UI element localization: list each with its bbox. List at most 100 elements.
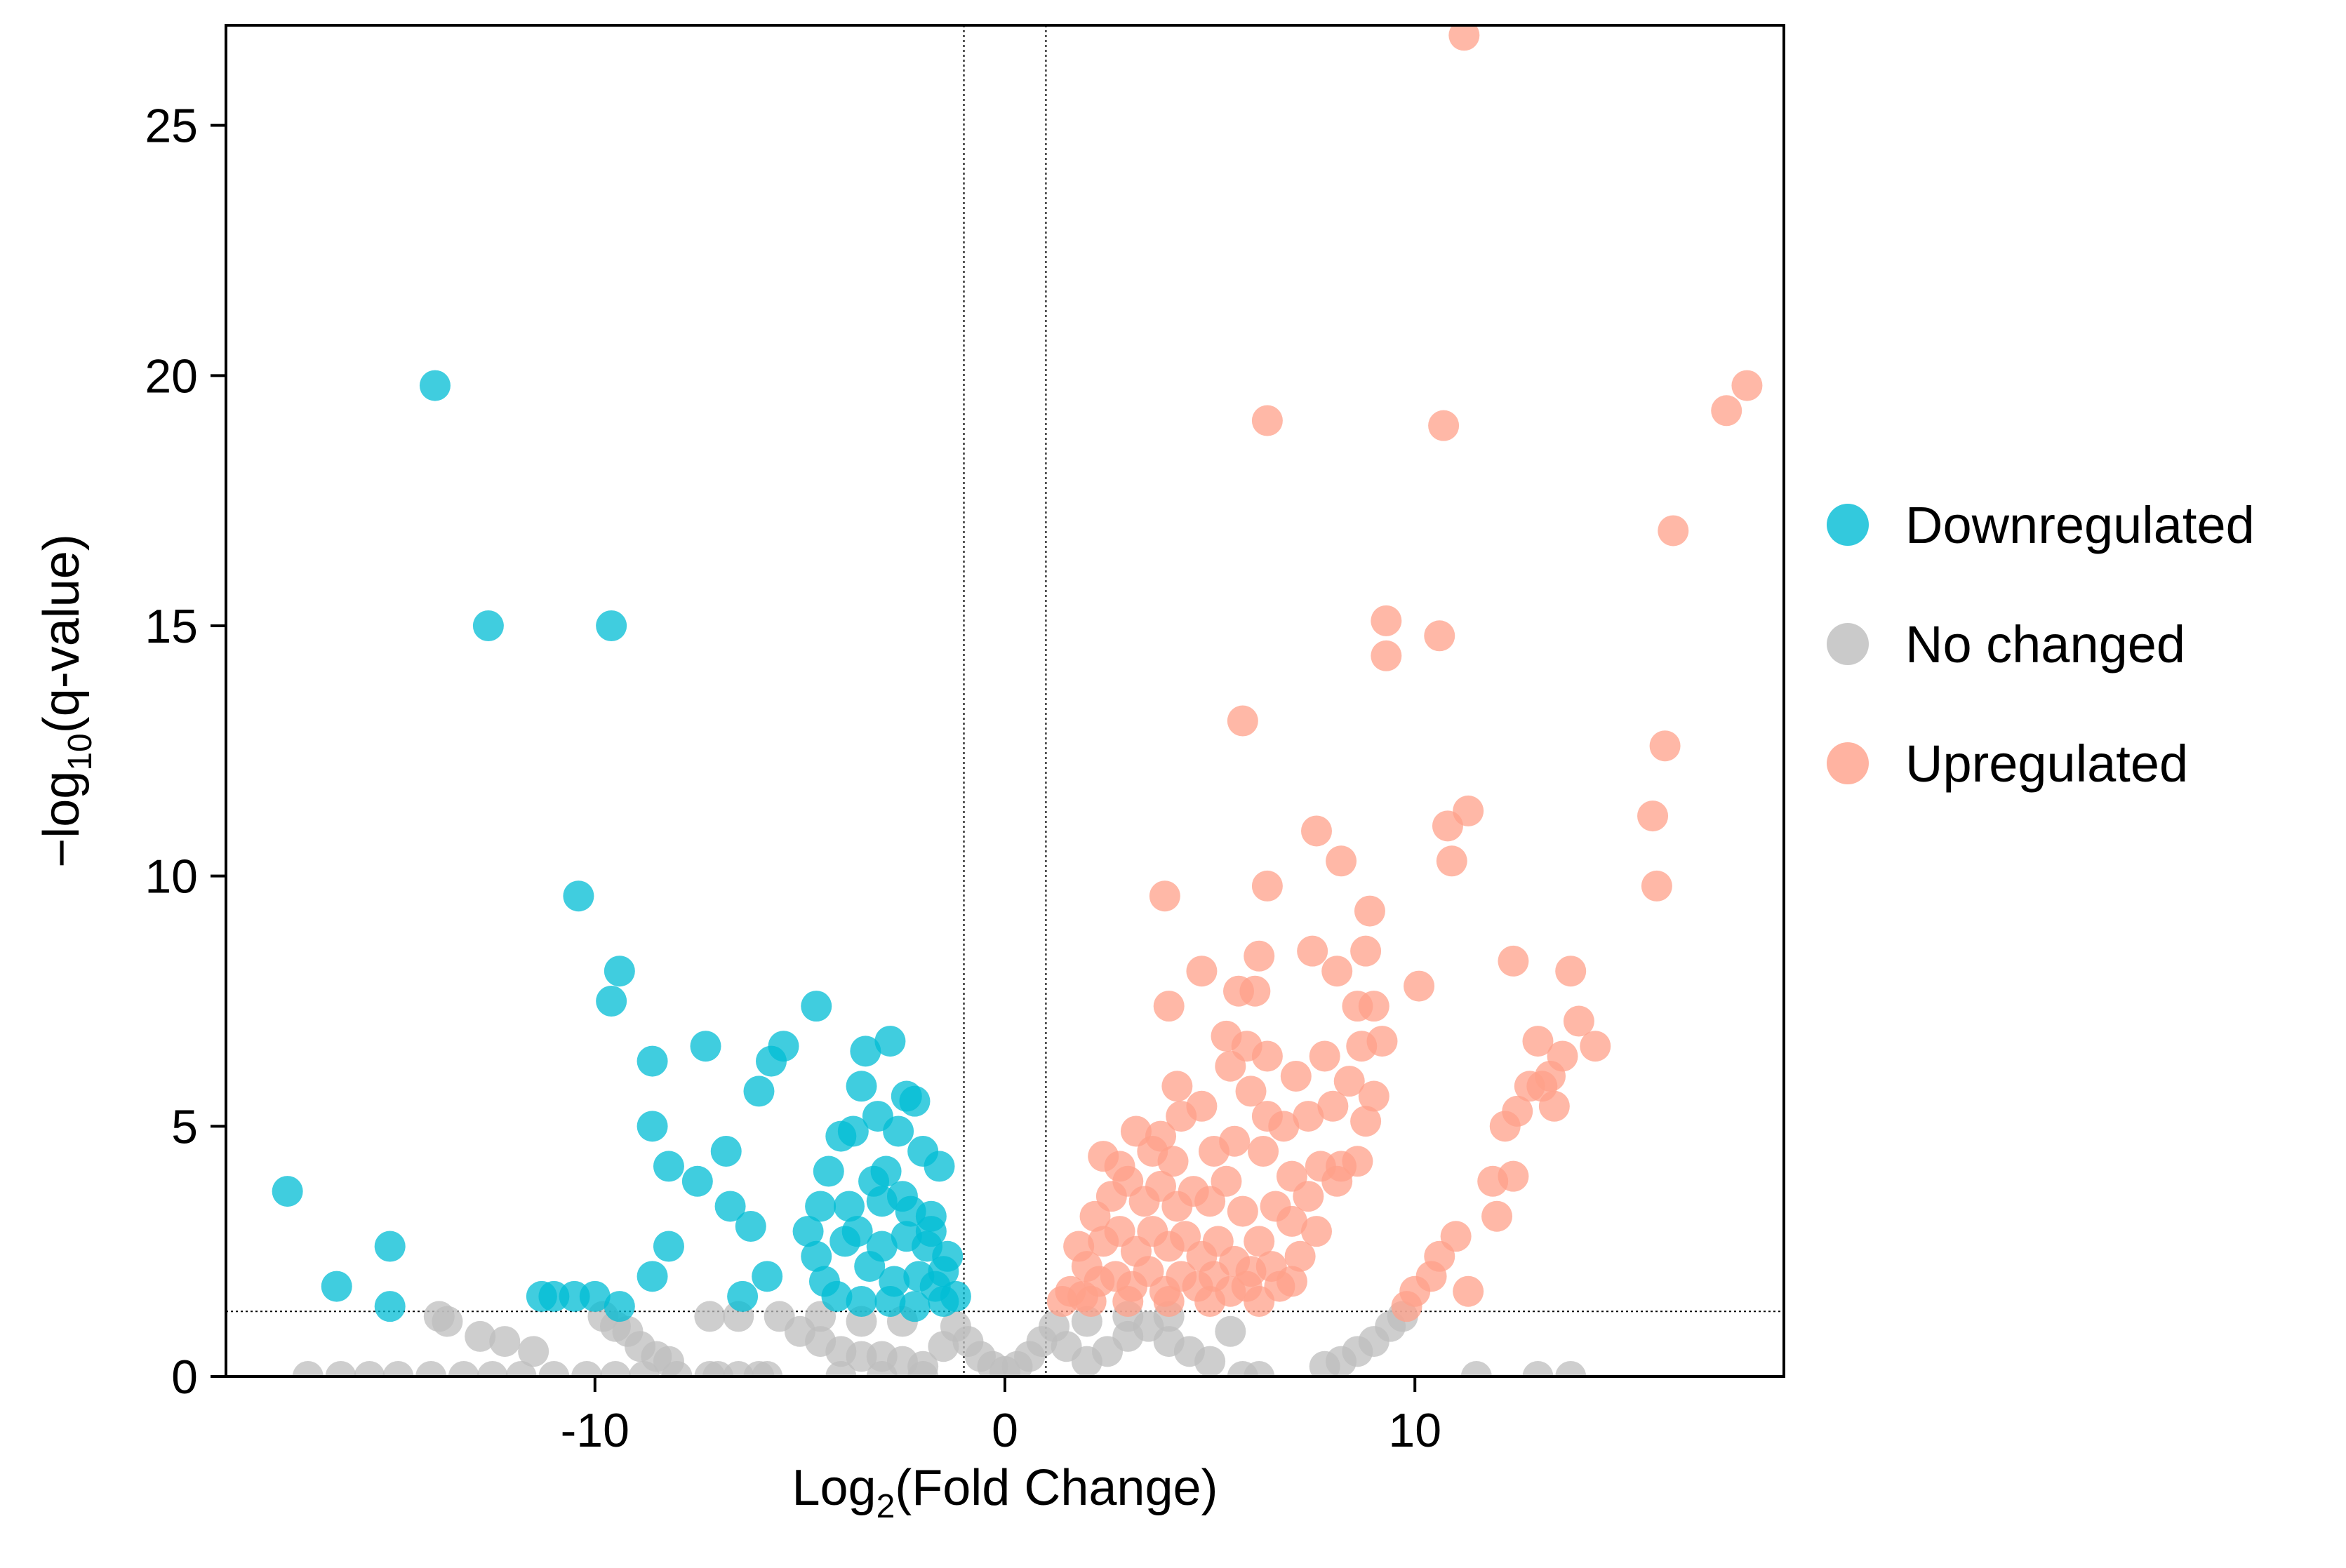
- data-point: [727, 1280, 759, 1312]
- data-point: [272, 1176, 303, 1207]
- data-point: [1321, 956, 1353, 987]
- data-point: [1244, 1361, 1275, 1376]
- data-point: [866, 1231, 898, 1262]
- data-point: [1227, 1195, 1258, 1227]
- legend-swatch: [1827, 623, 1869, 665]
- data-point: [870, 1155, 902, 1187]
- data-point: [1326, 845, 1357, 877]
- data-point: [1149, 880, 1180, 912]
- data-point: [1215, 1050, 1246, 1082]
- y-tick-label: 25: [145, 100, 198, 153]
- data-point: [526, 1280, 557, 1312]
- data-point: [1301, 815, 1332, 847]
- data-point: [653, 1231, 684, 1262]
- data-point: [1186, 956, 1218, 987]
- data-point: [637, 1111, 668, 1142]
- data-point: [1448, 25, 1480, 51]
- data-point: [1460, 1361, 1492, 1376]
- data-point: [382, 1361, 414, 1376]
- data-point: [518, 1336, 549, 1367]
- data-point: [1161, 1071, 1193, 1102]
- data-point: [596, 986, 627, 1017]
- data-points: [272, 25, 1763, 1376]
- data-point: [1424, 620, 1455, 652]
- data-point: [1211, 1165, 1242, 1197]
- data-point: [1239, 975, 1271, 1007]
- series-upregulated: [1046, 25, 1763, 1322]
- data-point: [325, 1361, 356, 1376]
- data-point: [1453, 795, 1484, 826]
- data-point: [1276, 1205, 1307, 1237]
- data-point: [571, 1361, 603, 1376]
- data-point: [1301, 1216, 1332, 1247]
- data-point: [1350, 935, 1382, 967]
- data-point: [899, 1291, 931, 1322]
- x-axis-title-prefix: Log: [792, 1460, 876, 1516]
- data-point: [834, 1191, 865, 1222]
- data-point: [1194, 1286, 1226, 1317]
- data-point: [637, 1045, 668, 1077]
- data-point: [752, 1261, 783, 1292]
- data-point: [1244, 1226, 1275, 1257]
- data-point: [415, 1361, 447, 1376]
- data-point: [694, 1301, 726, 1332]
- data-point: [1522, 1361, 1554, 1376]
- plot-frame: [225, 24, 1785, 1378]
- data-point: [1333, 1066, 1365, 1097]
- data-point: [928, 1256, 959, 1287]
- data-point: [354, 1361, 385, 1376]
- data-point: [1293, 1181, 1324, 1212]
- legend-item-upregulated: Upregulated: [1827, 735, 2188, 793]
- legend: Downregulated No changed Upregulated: [1827, 496, 2255, 793]
- data-point: [1731, 370, 1763, 401]
- legend-item-no-changed: No changed: [1827, 615, 2185, 674]
- data-point: [768, 1031, 799, 1062]
- data-point: [1297, 935, 1328, 967]
- data-point: [1453, 1275, 1484, 1307]
- data-point: [1251, 1040, 1283, 1072]
- data-point: [866, 1361, 898, 1376]
- data-point: [419, 370, 451, 401]
- data-point: [1641, 870, 1672, 902]
- data-point: [1309, 1040, 1340, 1072]
- data-point: [596, 610, 627, 641]
- y-tick-label: 0: [171, 1351, 198, 1404]
- data-point: [1153, 1286, 1185, 1317]
- legend-label: Upregulated: [1905, 735, 2188, 793]
- data-point: [1046, 1286, 1078, 1317]
- data-point: [1227, 705, 1258, 737]
- data-point: [1166, 1101, 1197, 1132]
- data-point: [874, 1026, 906, 1057]
- data-point: [653, 1151, 684, 1182]
- data-point: [690, 1031, 721, 1062]
- data-point: [1637, 800, 1669, 832]
- data-point: [846, 1286, 877, 1317]
- data-point: [1350, 1106, 1382, 1137]
- data-point: [321, 1271, 352, 1302]
- data-point: [1194, 1346, 1226, 1376]
- data-point: [374, 1291, 406, 1322]
- data-point: [600, 1361, 631, 1376]
- data-point: [476, 1361, 508, 1376]
- data-point: [1342, 1146, 1373, 1177]
- data-point: [653, 1346, 684, 1376]
- data-point: [563, 880, 594, 912]
- data-point: [1658, 515, 1689, 547]
- data-point: [1248, 1136, 1279, 1167]
- data-point: [805, 1191, 837, 1222]
- data-point: [866, 1186, 898, 1217]
- data-point: [895, 1195, 926, 1227]
- y-tick-label: 20: [145, 349, 198, 403]
- data-point: [604, 1291, 635, 1322]
- data-point: [883, 1115, 914, 1147]
- data-point: [735, 1211, 766, 1242]
- data-point: [1436, 845, 1467, 877]
- data-point: [1538, 1090, 1570, 1122]
- legend-swatch: [1827, 742, 1869, 784]
- data-point: [1280, 1061, 1312, 1092]
- y-tick-label: 5: [171, 1100, 198, 1153]
- y-axis-title-subscript: 10: [62, 733, 99, 770]
- data-point: [374, 1231, 406, 1262]
- data-point: [1268, 1111, 1300, 1142]
- data-point: [899, 1085, 931, 1117]
